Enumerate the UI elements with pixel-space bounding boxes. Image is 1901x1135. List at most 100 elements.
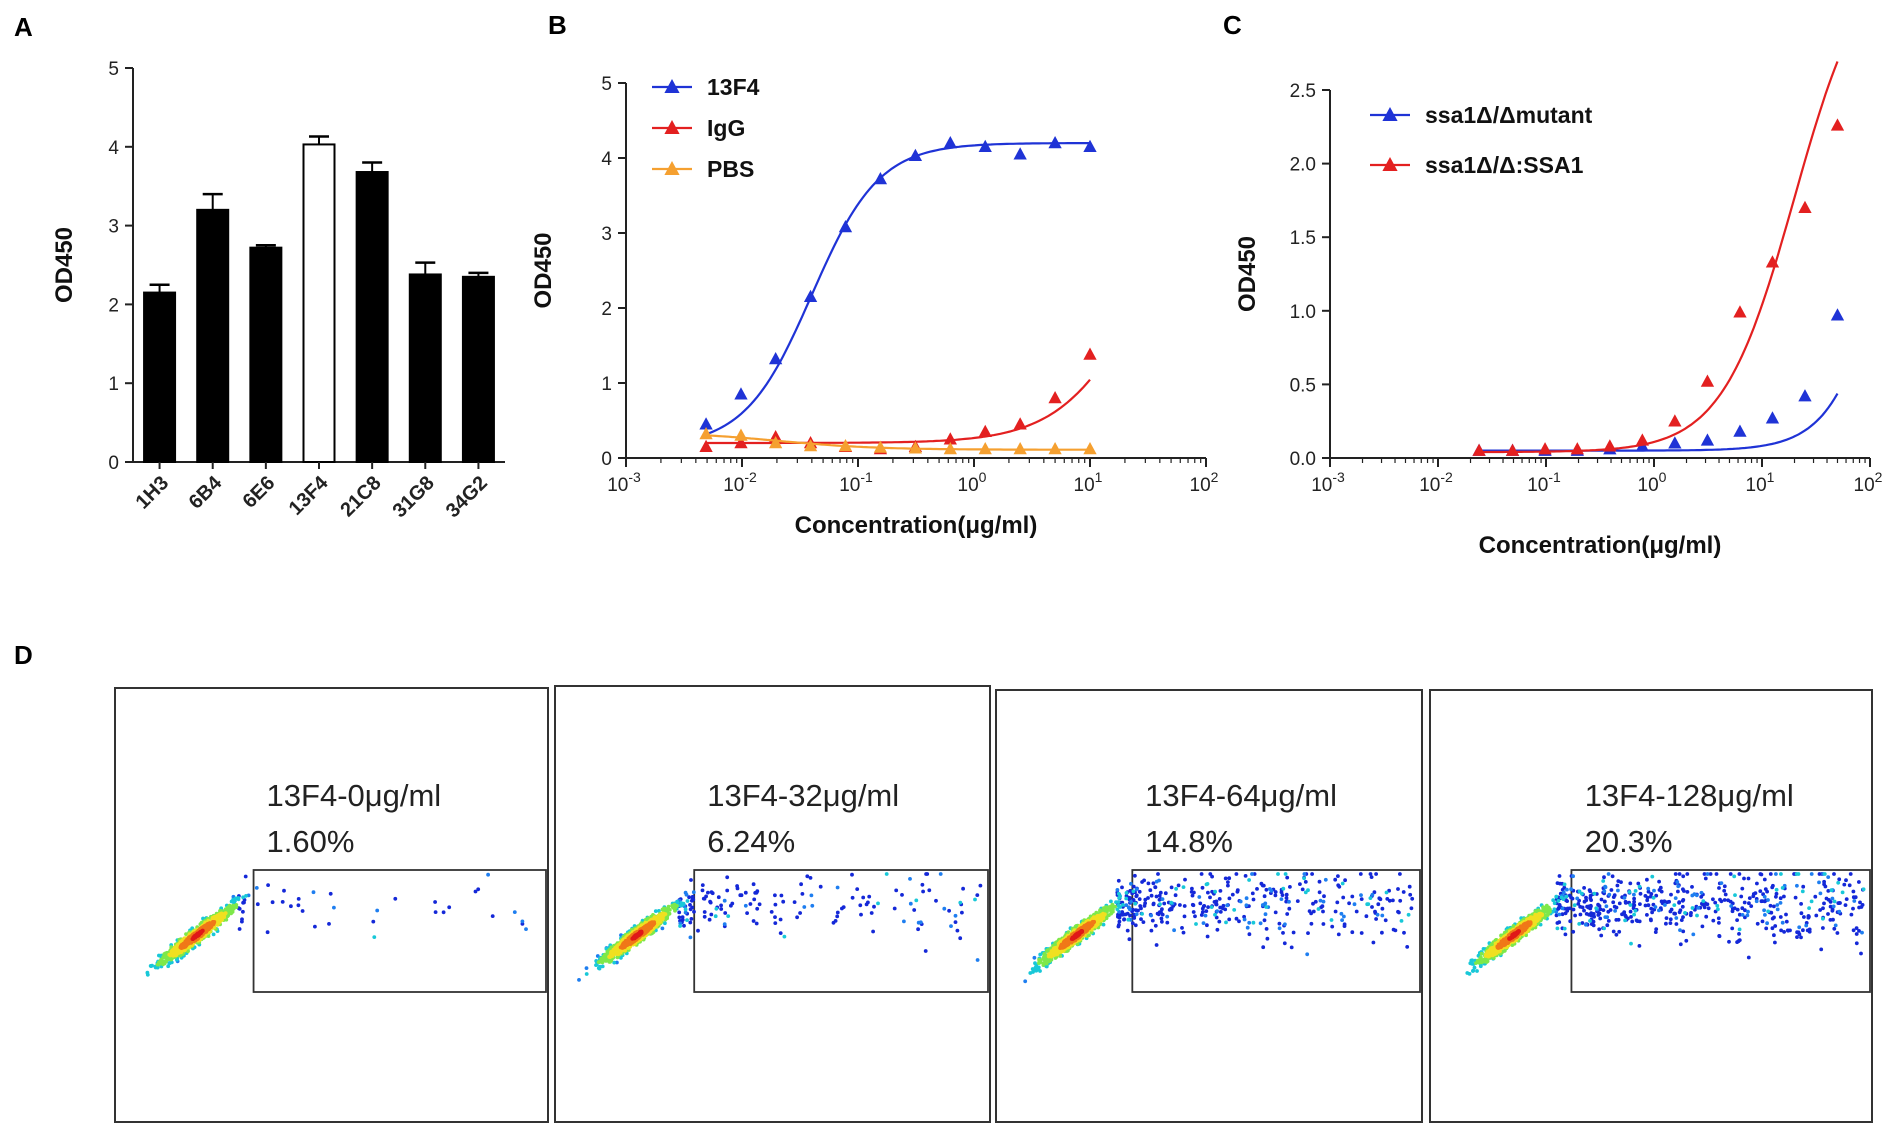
x-tick-label: 101 [1074, 469, 1103, 496]
cell-event-dot [722, 922, 727, 926]
cell-event-dot [1560, 912, 1565, 917]
cell-event-dot [1643, 903, 1648, 908]
cell-event-dot [1826, 889, 1831, 893]
cell-event-dot [1700, 924, 1705, 929]
cell-event-dot [1632, 899, 1636, 904]
data-point [803, 439, 818, 452]
cell-event-dot [371, 919, 376, 924]
cell-event-dot [1311, 901, 1315, 906]
cell-event-dot [1832, 926, 1837, 931]
cell-event-dot [908, 901, 913, 906]
cell-event-dot [1058, 954, 1063, 958]
cell-event-dot [685, 918, 689, 922]
x-tick-base: 10 [1419, 475, 1440, 496]
cell-event-dot [643, 929, 647, 934]
cell-event-dot [858, 903, 863, 908]
cell-event-dot [684, 892, 689, 897]
cell-event-dot [833, 919, 838, 923]
cell-event-dot [1218, 905, 1223, 910]
cell-event-dot [1652, 888, 1656, 893]
cell-event-dot [938, 872, 943, 876]
cell-event-dot [1673, 872, 1678, 876]
cell-event-dot [1645, 898, 1650, 903]
cell-event-dot [1284, 899, 1289, 904]
fit-curve [706, 434, 1090, 451]
cell-event-dot [1717, 886, 1721, 890]
cell-event-dot [186, 939, 191, 943]
cell-event-dot [953, 913, 958, 918]
panel-letter-a: A [14, 12, 33, 42]
cell-event-dot [1137, 897, 1142, 901]
cell-event-dot [1806, 915, 1811, 920]
cell-event-dot [1523, 926, 1528, 930]
data-point [908, 441, 923, 454]
cell-event-dot [1821, 916, 1825, 921]
cell-event-dot [1556, 899, 1561, 903]
x-tick-label: 6E6 [239, 472, 280, 513]
cell-event-dot [169, 960, 174, 965]
cell-event-dot [1740, 906, 1745, 911]
cell-event-dot [876, 901, 880, 906]
cell-event-dot [1768, 903, 1773, 908]
cell-event-dot [1366, 902, 1371, 906]
cell-event-dot [1737, 872, 1742, 876]
cell-event-dot [594, 963, 598, 967]
cell-event-dot [745, 911, 749, 915]
cell-event-dot [1044, 961, 1049, 966]
x-tick-base: 10 [1527, 475, 1548, 496]
cell-event-dot [1746, 955, 1751, 960]
cell-event-dot [1172, 928, 1176, 933]
cell-event-dot [1471, 968, 1476, 973]
cell-event-dot [1243, 874, 1248, 878]
cell-event-dot [1562, 882, 1567, 887]
cell-event-dot [1116, 878, 1121, 883]
legend-marker [1382, 157, 1398, 171]
cell-event-dot [1801, 884, 1806, 889]
cell-event-dot [1276, 872, 1280, 876]
bar [143, 291, 177, 463]
cell-event-dot [1561, 890, 1566, 895]
cell-event-dot [1282, 941, 1287, 946]
cell-event-dot [1773, 940, 1777, 945]
cell-event-dot [818, 884, 823, 889]
cell-event-dot [1571, 929, 1576, 934]
cell-event-dot [1203, 913, 1208, 918]
cell-event-dot [1599, 933, 1604, 938]
y-tick-label: 1 [601, 374, 612, 395]
cell-event-dot [1628, 881, 1633, 886]
cell-event-dot [1213, 912, 1217, 917]
cell-event-dot [520, 919, 525, 924]
cell-event-dot [696, 928, 700, 933]
cell-event-dot [955, 928, 960, 933]
cell-event-dot [1632, 896, 1636, 901]
cell-event-dot [754, 921, 759, 926]
cell-event-dot [1611, 929, 1616, 934]
cell-event-dot [1775, 907, 1780, 912]
cell-event-dot [1681, 887, 1685, 892]
cell-event-dot [792, 900, 797, 904]
cell-event-dot [1794, 872, 1799, 876]
flow-plot-frame [554, 685, 991, 1123]
cell-event-dot [1733, 893, 1737, 897]
cell-event-dot [1795, 883, 1799, 888]
cell-event-dot [1622, 910, 1627, 914]
cell-event-dot [683, 910, 688, 915]
cell-event-dot [1158, 902, 1162, 907]
cell-event-dot [1677, 900, 1682, 905]
cell-event-dot [1630, 919, 1635, 924]
cell-event-dot [145, 970, 150, 975]
cell-event-dot [1396, 909, 1400, 914]
cell-event-dot [199, 929, 204, 934]
cell-event-dot [1732, 874, 1737, 879]
cell-event-dot [1746, 876, 1751, 881]
cell-event-dot [1617, 929, 1622, 934]
cell-event-dot [270, 900, 275, 905]
fit-curve [1479, 393, 1839, 452]
cell-event-dot [1244, 896, 1249, 901]
cell-event-dot [1340, 881, 1345, 886]
cell-event-dot [1224, 920, 1228, 925]
cell-event-dot [1801, 928, 1805, 933]
cell-event-dot [1668, 917, 1673, 922]
cell-event-dot [1124, 891, 1129, 895]
cell-event-dot [1237, 919, 1241, 924]
